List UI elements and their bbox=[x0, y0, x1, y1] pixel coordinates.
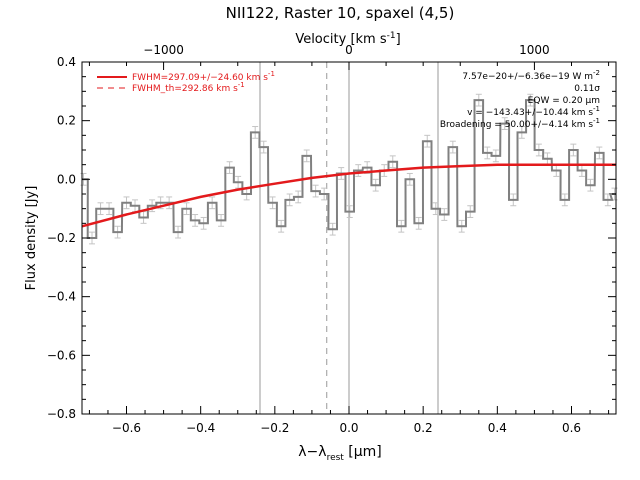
annotation-block: 7.57e−20+/−6.36e−19 W m-2 0.11σ EQW = 0.… bbox=[440, 69, 600, 130]
x-axis-label: λ−λrest [μm] bbox=[298, 444, 382, 463]
y-tick-label: 0.2 bbox=[57, 114, 76, 128]
annotation-broadening: Broadening = 50.00+/−4.14 km s-1 bbox=[440, 117, 600, 130]
legend-entry-fwhm: FWHM=297.09+/−24.60 km s-1 bbox=[132, 70, 275, 83]
x-tick-label: 0.4 bbox=[488, 421, 507, 435]
annotation-flux: 7.57e−20+/−6.36e−19 W m-2 bbox=[462, 69, 600, 82]
annotation-velocity: v = −143.43+/−10.44 km s-1 bbox=[467, 105, 600, 118]
legend-entry-fwhm-th: FWHM_th=292.86 km s-1 bbox=[132, 81, 245, 94]
y-axis-label: Flux density [Jy] bbox=[24, 186, 39, 291]
top-tick-label: 0 bbox=[345, 43, 353, 57]
data-series-step bbox=[82, 99, 616, 239]
y-tick-label: 0.4 bbox=[57, 55, 76, 69]
y-tick-label: −0.2 bbox=[47, 231, 76, 245]
chart-title: NII122, Raster 10, spaxel (4,5) bbox=[226, 4, 455, 22]
x-tick-label: −0.4 bbox=[186, 421, 215, 435]
top-tick-label: 1000 bbox=[519, 43, 550, 57]
y-tick-label: 0.0 bbox=[57, 172, 76, 186]
y-tick-label: −0.4 bbox=[47, 290, 76, 304]
annotation-significance: 0.11σ bbox=[574, 84, 600, 94]
x-tick-label: 0.6 bbox=[562, 421, 581, 435]
fit-curve bbox=[81, 163, 616, 228]
legend: FWHM=297.09+/−24.60 km s-1 FWHM_th=292.8… bbox=[97, 70, 275, 94]
top-tick-label: −1000 bbox=[143, 43, 184, 57]
x-tick-label: 0.2 bbox=[414, 421, 433, 435]
annotation-eqw: EQW = 0.20 μm bbox=[528, 96, 600, 106]
top-axis-label: Velocity [km s-1] bbox=[295, 31, 400, 47]
y-tick-label: −0.8 bbox=[47, 407, 76, 421]
y-tick-label: −0.6 bbox=[47, 348, 76, 362]
plot-area: −0.6 −0.4 −0.2 0.0 0.2 0.4 0.6 −1000 0 1000 −0.8 −0… bbox=[47, 43, 618, 435]
x-tick-label: −0.2 bbox=[260, 421, 289, 435]
x-tick-label: −0.6 bbox=[112, 421, 141, 435]
x-tick-label: 0.0 bbox=[339, 421, 358, 435]
